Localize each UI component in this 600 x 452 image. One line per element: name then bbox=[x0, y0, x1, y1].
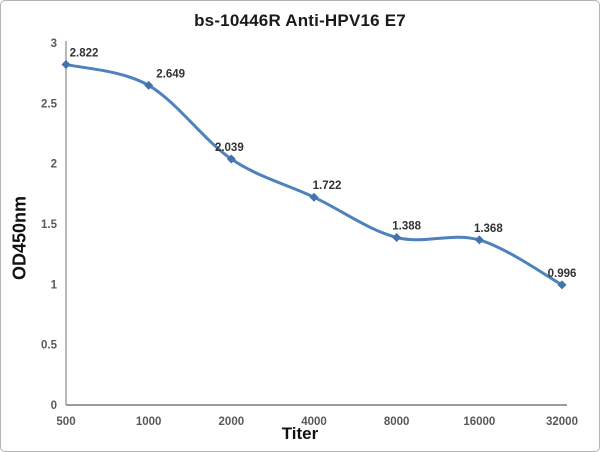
y-tick-label: 3 bbox=[51, 38, 57, 50]
data-point-label: 1.368 bbox=[474, 223, 503, 235]
data-point-marker bbox=[226, 154, 236, 164]
y-tick-label: 2 bbox=[51, 159, 57, 171]
data-point-label: 2.822 bbox=[70, 47, 99, 59]
data-point-label: 1.388 bbox=[392, 221, 421, 233]
chart-title: bs-10446R Anti-HPV16 E7 bbox=[194, 11, 406, 30]
y-tick-label: 1.5 bbox=[41, 219, 58, 231]
x-tick-label: 1000 bbox=[136, 416, 162, 428]
data-point-marker bbox=[144, 80, 154, 90]
x-tick-label: 2000 bbox=[219, 416, 245, 428]
series-line bbox=[64, 62, 564, 287]
x-tick-label: 500 bbox=[56, 416, 75, 428]
data-point-marker bbox=[474, 235, 484, 245]
data-point-label: 1.722 bbox=[313, 180, 342, 192]
x-tick-label: 4000 bbox=[301, 416, 327, 428]
data-point-label: 2.039 bbox=[215, 142, 244, 154]
x-tick-label: 16000 bbox=[463, 416, 495, 428]
data-point-label: 0.996 bbox=[548, 268, 577, 280]
data-point-label: 2.649 bbox=[156, 68, 185, 80]
y-tick-label: 1 bbox=[51, 279, 58, 291]
x-axis-title: Titer bbox=[281, 424, 319, 443]
data-point-marker bbox=[61, 59, 71, 69]
y-tick-label: 0 bbox=[51, 400, 57, 412]
y-tick-label: 0.5 bbox=[41, 340, 58, 352]
x-tick-label: 8000 bbox=[384, 416, 410, 428]
y-tick-label: 2.5 bbox=[41, 98, 58, 110]
x-tick-label: 32000 bbox=[546, 416, 578, 428]
data-point-marker bbox=[392, 233, 402, 243]
data-point-marker bbox=[309, 192, 319, 202]
data-point-marker bbox=[557, 280, 567, 290]
